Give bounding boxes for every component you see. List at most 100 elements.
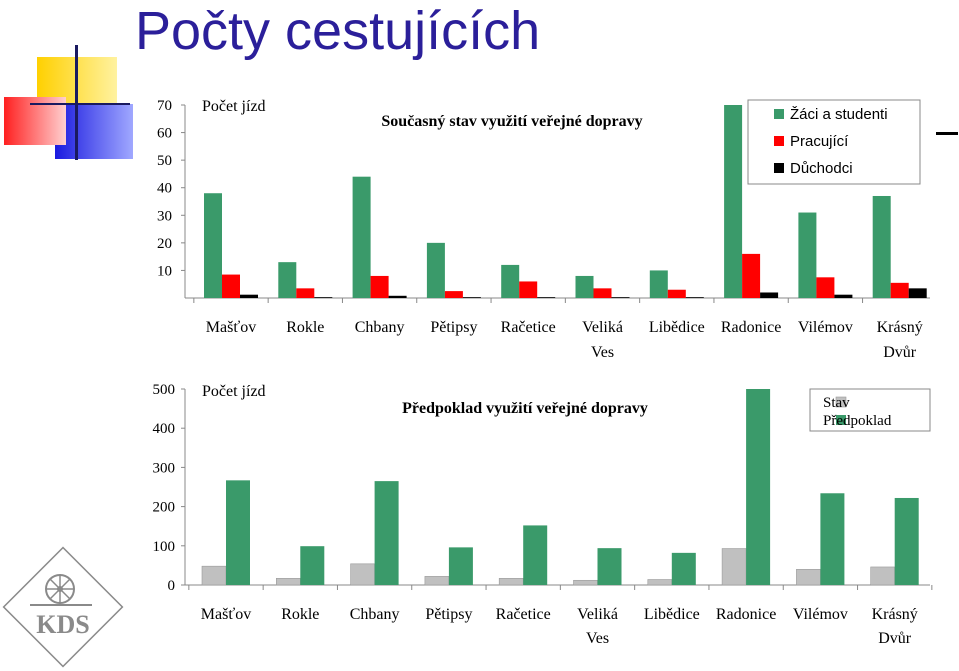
x-tick-label: Rokle [281,606,319,623]
bar [834,294,853,298]
bar [908,288,927,298]
x-tick-label: Krásný [872,606,918,623]
bar [275,578,301,586]
legend-label: Předpoklad [823,413,892,429]
y-tick-label: 30 [157,208,172,224]
x-tick-label: Mašťov [201,606,251,623]
bar [278,262,297,298]
y-axis-label: Počet jízd [202,383,266,400]
legend-swatch [774,136,784,146]
legend-swatch [774,109,784,119]
page-title: Počty cestujících [135,1,541,61]
bar [685,297,704,298]
bar [523,525,548,585]
bar [226,480,250,585]
x-tick-label: Dvůr [883,344,917,361]
x-tick-label: Radonice [716,606,776,623]
decor-dash [936,132,958,135]
bar [671,552,696,585]
kds-wheel-icon [30,574,92,606]
bar [647,579,673,586]
y-tick-label: 300 [153,460,176,476]
bar [426,242,445,298]
bar [501,264,520,298]
x-tick-label: Pětipsy [425,606,472,623]
bar [870,566,896,586]
bar [746,389,771,585]
y-tick-label: 500 [153,382,176,398]
y-tick-label: 0 [168,578,176,594]
legend-label: Pracující [790,133,849,150]
bar [796,569,821,586]
bar [798,212,817,298]
x-tick-label: Ves [586,630,609,647]
bar [593,288,612,298]
bar [222,274,240,298]
logo-frame [2,546,124,668]
decor-horizontal-line [30,103,130,105]
y-axis-label: Počet jízd [202,98,266,115]
y-tick-label: 200 [153,500,176,516]
bar [575,275,594,298]
legend-box [809,388,931,432]
y-tick-label: 10 [157,263,172,279]
bar [314,297,333,298]
bar [462,297,481,298]
bar [296,288,315,298]
kds-logo [2,546,124,668]
x-tick-label: Pětipsy [430,319,477,336]
y-tick-label: 400 [153,421,176,437]
y-tick-label: 50 [157,153,172,169]
bar [597,548,622,585]
legend-label: Důchodci [790,160,853,177]
legend-label: Žáci a studenti [790,106,888,123]
bar [388,295,407,298]
x-tick-label: Rokle [286,319,324,336]
x-tick-label: Veliká [577,606,618,623]
chart-title: Předpoklad využití veřejné dopravy [402,400,648,417]
y-tick-label: 70 [157,98,172,114]
chart-title: Současný stav využití veřejné dopravy [381,113,642,130]
x-tick-label: Veliká [582,319,623,336]
bar [742,253,761,298]
x-tick-label: Radonice [721,319,781,336]
x-tick-label: Chbany [350,606,400,623]
bar [374,481,399,585]
x-tick-label: Vilémov [798,319,853,336]
legend-label: Stav [823,395,850,411]
bar [667,289,686,298]
bar [350,563,375,586]
bar [519,281,538,298]
y-tick-label: 20 [157,236,172,252]
bar [890,282,909,298]
y-tick-label: 40 [157,181,172,197]
x-tick-label: Chbany [355,319,405,336]
bar [894,497,919,585]
x-tick-label: Ves [591,344,614,361]
x-tick-label: Krásný [877,319,923,336]
bar [352,176,371,298]
x-tick-label: Dvůr [878,630,912,647]
x-tick-label: Libědice [649,319,705,336]
decor-red-square [4,97,66,145]
kds-logo-text: KDS [36,610,89,639]
legend-swatch [774,163,784,173]
bar [424,576,450,586]
decor-blue-square [55,104,133,159]
x-tick-label: Račetice [496,606,551,623]
bar [816,277,835,298]
bar [760,292,779,298]
bar [724,105,743,298]
bar [204,193,222,298]
bar [649,270,668,298]
bar [240,294,258,298]
decor-vertical-line [75,45,78,160]
bar [370,275,389,298]
bar [820,493,845,585]
bar [201,565,227,586]
bar [573,579,598,586]
bar [300,546,325,585]
x-tick-label: Libědice [644,606,700,623]
bar [872,195,891,298]
